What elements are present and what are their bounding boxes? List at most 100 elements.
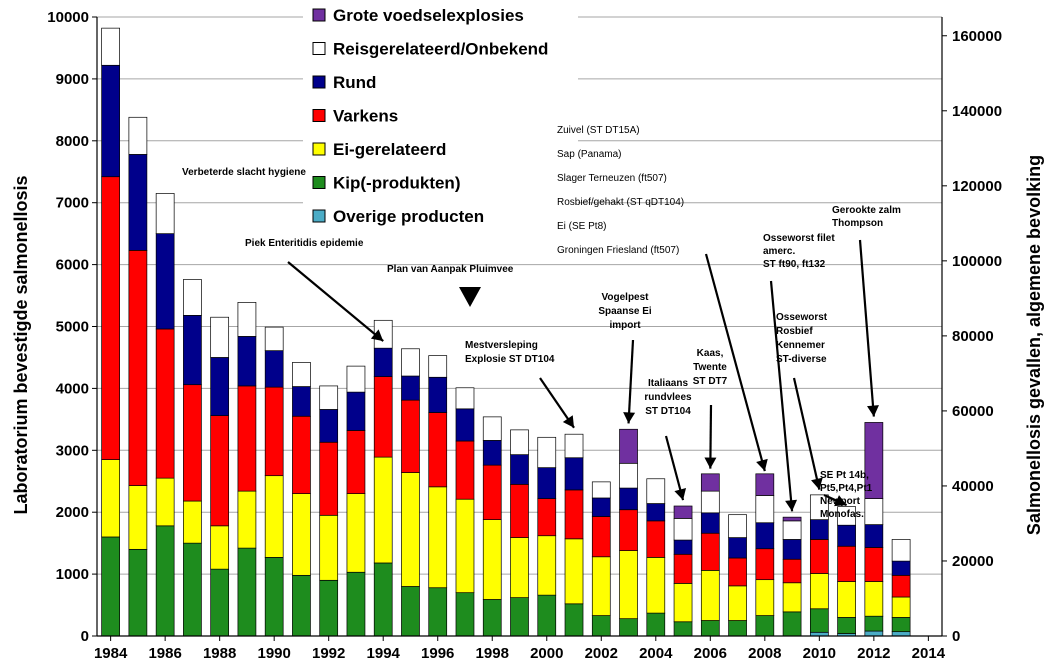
bar-segment [700,490,720,514]
bar-segment [673,539,693,555]
bar-segment [319,385,339,410]
y2-tick-label: 40000 [952,478,994,495]
bar-segment [619,462,638,489]
annotation-arrowhead [562,415,575,428]
bar-segment [537,498,557,537]
bar-segment [728,537,747,559]
legend-swatch [312,209,326,223]
y-tick-label: 4000 [56,380,89,397]
annotation-arrowhead [834,495,847,507]
bar-segment [101,459,120,538]
x-tick-label: 2002 [585,645,618,662]
bar-segment [155,525,175,637]
bar-segment [591,516,611,558]
bar-segment [428,587,448,637]
bar-segment [673,583,693,623]
bar-segment [510,483,529,538]
legend-swatch [312,109,326,122]
marker-triangle [459,287,481,307]
bar-segment [891,631,911,637]
bar-segment [864,524,884,548]
bar-segment [564,457,584,491]
bar-segment [101,176,120,460]
x-tick-label: 2000 [530,645,563,662]
bar-segment [700,512,720,534]
annotation-text: Gerookte zalm Thompson [832,205,901,229]
bar-segment [428,486,448,589]
x-tick-labels: 1984 1986 1988 1990 1992 1994 1996 1998 2000 2002… [94,645,946,662]
annotation-text: Mestversleping Explosie ST DT104 [465,340,555,365]
bar-segment [700,570,720,621]
y-tick-label: 7000 [56,195,89,212]
bar-segment [482,464,502,520]
x-tick-label: 2010 [803,645,836,662]
y2-tick-label: 120000 [952,178,1002,195]
bar-segment [619,509,638,551]
bar-stacks [101,27,911,637]
annotation-text: Verbeterde slacht hygiene [182,167,306,178]
bar-segment [891,539,911,562]
annotation-text: Italiaans rundvlees ST DT104 [644,378,692,417]
bar-segment [373,456,393,564]
bar-segment [428,376,448,413]
y-tick-label: 3000 [56,442,89,459]
bar-segment [891,617,911,633]
bar-segment [864,547,884,582]
y-tick-label: 1000 [56,566,89,583]
legend-label: Rund [333,73,376,92]
bar-segment [782,558,802,584]
bar-segment [128,548,148,637]
bar-segment [755,615,775,637]
x-tick-label: 2012 [857,645,890,662]
bar-segment [809,519,829,540]
bar-segment [482,416,502,441]
legend-label: Overige producten [333,207,484,226]
bar-segment [619,618,638,637]
bar-segment [155,193,175,234]
bar-segment [755,473,775,496]
annotation-text: Kaas, Twente ST DT7 [693,348,728,387]
bar-segment [564,433,584,459]
annotation-arrowhead [623,412,636,424]
bar-segment [237,490,257,549]
bar-segment [864,498,884,525]
bar-segment [373,562,393,637]
legend-label: Varkens [333,107,398,126]
bar-segment [755,579,775,616]
bar-segment [210,415,230,527]
bar-segment [264,350,284,388]
bar-segment [183,384,202,502]
annotation-text: Plan van Aanpak Pluimvee [387,264,514,275]
bar-segment [837,617,856,634]
annotation-text: Osseworst filet amerc. ST ft90, ft132 [763,233,835,270]
bar-segment [837,545,856,582]
axes [92,16,947,641]
bar-segment [155,477,175,527]
annotation-arrowhead [674,487,687,501]
bar-segment [455,440,475,500]
y-tick-label: 9000 [56,71,89,88]
legend-label: Kip(-produkten) [333,174,460,193]
bar-segment [210,568,230,637]
bar-segment [101,64,120,178]
bar-segment [809,573,829,610]
legend-label: Grote voedselexplosies [333,6,524,25]
bar-segment [510,454,529,485]
annotation-arrow-line [769,280,794,512]
bar-segment [619,487,638,511]
legend-swatch [312,8,326,22]
annotation-arrow-line [858,239,875,417]
legend-swatch [312,75,326,89]
bar-segment [755,522,775,550]
y-tick-label: 5000 [56,319,89,336]
bar-segment [346,493,366,573]
annotation-arrowhead [867,405,879,417]
y2-tick-labels: 0 20000 40000 60000 80000 100000 120000 140000 1… [952,28,1002,645]
bar-segment [128,250,148,486]
bar-segment [891,596,911,618]
legend-box [303,0,578,235]
annotation-arrow-line [627,339,635,424]
bar-segment [782,516,802,522]
bar-segment [373,376,393,458]
bar-segment [455,408,475,442]
